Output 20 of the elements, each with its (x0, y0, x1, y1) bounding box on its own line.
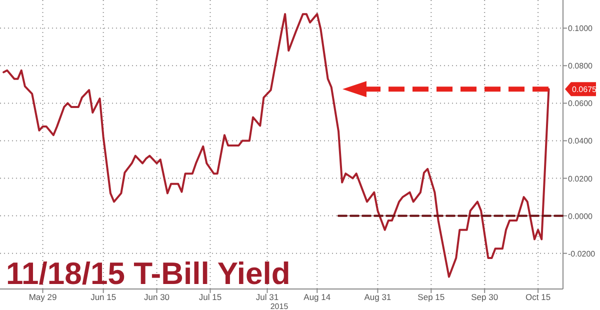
y-tick-label: 0.0200 (568, 174, 594, 184)
ref-line-label: 0.0675 (572, 85, 598, 94)
x-tick-label: Oct 15 (526, 292, 551, 302)
y-tick-label: -0.0200 (568, 249, 596, 258)
x-tick-label: Aug 14 (304, 292, 331, 302)
x-tick-label: Jul 15 (198, 292, 222, 302)
x-tick-label: Sep 30 (471, 292, 498, 302)
x-tick-label: Jun 30 (144, 292, 170, 302)
x-tick-label: Sep 15 (418, 292, 445, 302)
y-tick-label: 0.0600 (568, 99, 594, 108)
y-tick-label: 0.1000 (568, 24, 594, 34)
x-tick-label: May 29 (28, 292, 57, 302)
x-tick-label: Jul 31 (256, 292, 279, 302)
x-tick-label: Aug 31 (364, 292, 392, 302)
y-tick-label: 0.0000 (568, 212, 594, 221)
y-tick-label: 0.0800 (568, 62, 594, 71)
text: 2015 (270, 302, 289, 310)
text: 11/18/15 T-Bill Yield (6, 256, 290, 291)
x-tick-label: Jun 15 (90, 292, 116, 302)
y-tick-label: 0.0400 (568, 136, 594, 146)
